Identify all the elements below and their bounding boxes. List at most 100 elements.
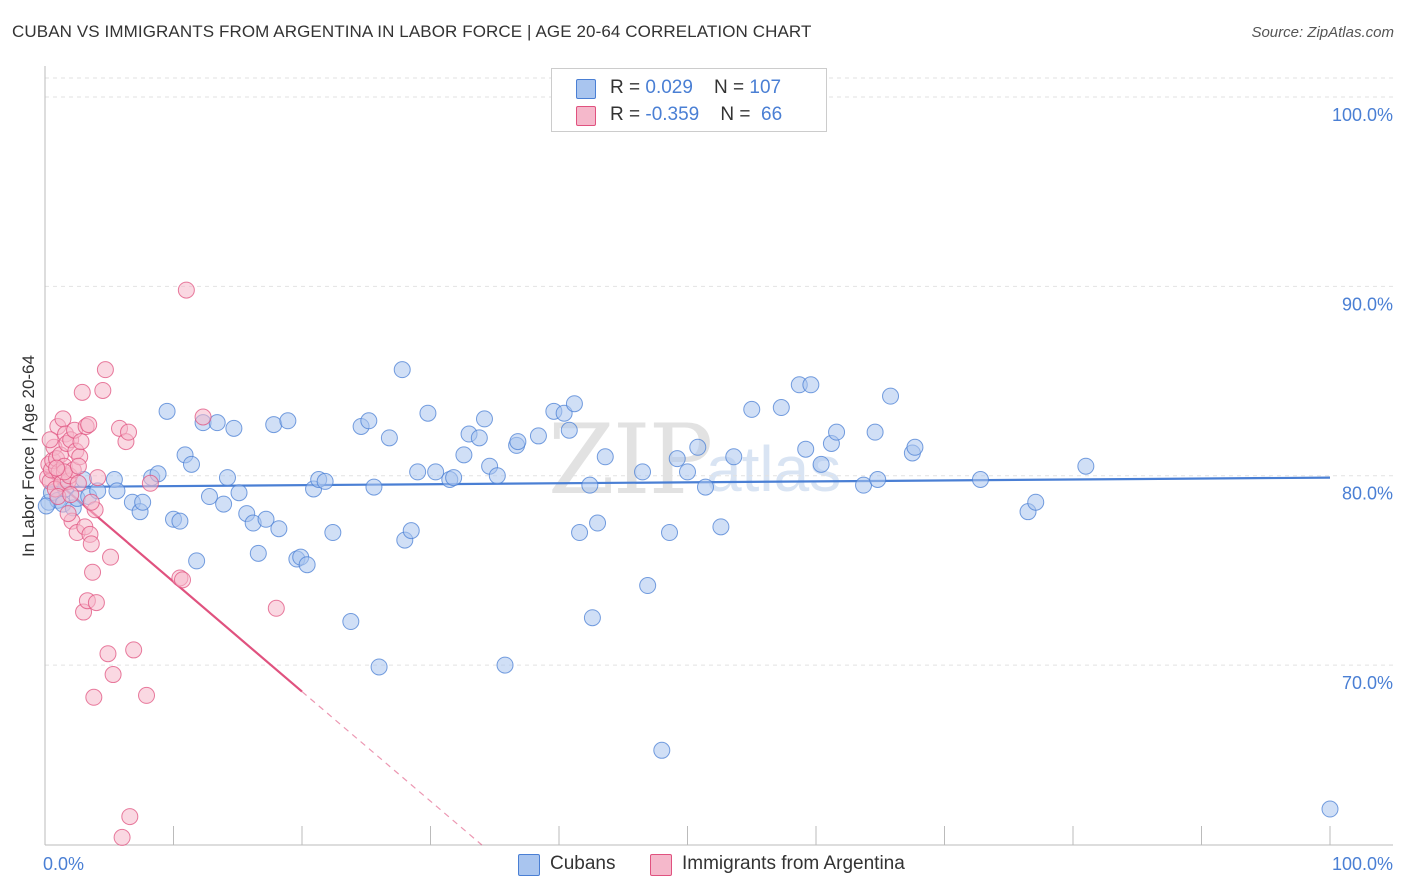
point-cubans — [182, 455, 200, 473]
point-cubans — [565, 395, 583, 413]
point-argentina — [267, 599, 285, 617]
point-argentina — [173, 571, 191, 589]
point-cubans — [581, 476, 599, 494]
legend-swatch-cubans — [518, 854, 540, 876]
grid — [45, 77, 1393, 666]
y-axis-title: In Labor Force | Age 20-64 — [19, 355, 38, 557]
point-cubans — [200, 488, 218, 506]
point-cubans — [279, 412, 297, 430]
point-cubans — [589, 514, 607, 532]
point-argentina — [84, 563, 102, 581]
point-cubans — [108, 482, 126, 500]
point-cubans — [971, 470, 989, 488]
point-cubans — [797, 440, 815, 458]
legend-n-value: 66 — [755, 104, 783, 125]
point-cubans — [639, 577, 657, 595]
point-cubans — [679, 463, 696, 481]
point-cubans — [743, 400, 761, 418]
point-argentina — [194, 408, 212, 426]
point-argentina — [138, 686, 156, 704]
point-cubans — [402, 522, 420, 540]
point-cubans — [725, 448, 743, 466]
point-cubans — [812, 455, 830, 473]
point-cubans — [661, 524, 679, 542]
point-cubans — [772, 399, 790, 417]
point-cubans — [409, 463, 427, 481]
chart-title: CUBAN VS IMMIGRANTS FROM ARGENTINA IN LA… — [12, 22, 812, 41]
point-cubans — [653, 741, 671, 759]
data-points — [37, 281, 1339, 846]
point-cubans — [171, 512, 189, 530]
point-cubans — [583, 609, 601, 627]
point-cubans — [215, 495, 233, 513]
point-cubans — [696, 478, 714, 496]
point-cubans — [393, 361, 411, 379]
point-cubans — [249, 544, 267, 562]
point-cubans — [1027, 493, 1045, 511]
point-argentina — [80, 416, 98, 434]
point-argentina — [177, 281, 195, 299]
legend-r-value: 0.029 — [645, 77, 693, 98]
point-cubans — [496, 656, 514, 674]
point-argentina — [96, 361, 114, 379]
point-argentina — [104, 666, 122, 684]
point-argentina — [87, 594, 105, 612]
stats-legend: R = 0.029 N = 107 R = -0.359 N = 66 — [551, 68, 827, 132]
legend-n-label: N = — [720, 104, 756, 125]
point-cubans — [316, 472, 334, 490]
legend-n-value: 107 — [749, 77, 782, 98]
legend-swatch-argentina — [576, 106, 596, 126]
point-cubans — [230, 484, 248, 502]
point-cubans — [668, 450, 686, 468]
point-cubans — [906, 438, 924, 456]
point-argentina — [82, 535, 100, 553]
point-cubans — [298, 556, 316, 574]
watermark-zip: ZIP — [548, 404, 713, 516]
point-argentina — [48, 459, 66, 477]
point-cubans — [596, 448, 614, 466]
point-cubans — [208, 414, 226, 432]
point-cubans — [427, 463, 445, 481]
point-cubans — [828, 423, 846, 441]
point-argentina — [120, 423, 138, 441]
point-cubans — [342, 613, 360, 631]
point-cubans — [1321, 800, 1339, 818]
point-cubans — [1077, 457, 1095, 475]
point-cubans — [380, 429, 398, 447]
point-cubans — [257, 510, 275, 528]
point-cubans — [37, 497, 55, 515]
legend-swatch-argentina — [650, 854, 672, 876]
y-tick-label: 90.0% — [1342, 294, 1393, 314]
point-cubans — [571, 524, 589, 542]
point-cubans — [560, 421, 578, 439]
x-tick-label: 0.0% — [43, 854, 84, 874]
point-cubans — [882, 387, 900, 405]
point-cubans — [225, 419, 243, 437]
point-cubans — [855, 476, 873, 494]
point-cubans — [475, 410, 493, 428]
point-cubans — [470, 429, 488, 447]
point-argentina — [82, 493, 100, 511]
point-cubans — [509, 433, 527, 451]
point-argentina — [73, 383, 91, 401]
legend-swatch-cubans — [576, 79, 596, 99]
point-cubans — [689, 438, 707, 456]
y-tick-label: 100.0% — [1332, 105, 1393, 125]
point-argentina — [69, 457, 87, 475]
point-cubans — [365, 478, 383, 496]
x-tick-label: 100.0% — [1332, 854, 1393, 874]
point-cubans — [218, 469, 236, 487]
point-argentina — [72, 433, 90, 451]
legend-r-label: R = — [610, 77, 646, 98]
point-cubans — [370, 658, 388, 676]
trend-lines — [44, 471, 1331, 846]
point-cubans — [265, 416, 283, 434]
point-cubans — [866, 423, 884, 441]
y-tick-label: 80.0% — [1342, 484, 1393, 504]
point-cubans — [802, 376, 820, 394]
point-argentina — [102, 548, 120, 566]
point-cubans — [360, 412, 378, 430]
point-argentina — [141, 474, 159, 492]
point-cubans — [529, 427, 547, 445]
